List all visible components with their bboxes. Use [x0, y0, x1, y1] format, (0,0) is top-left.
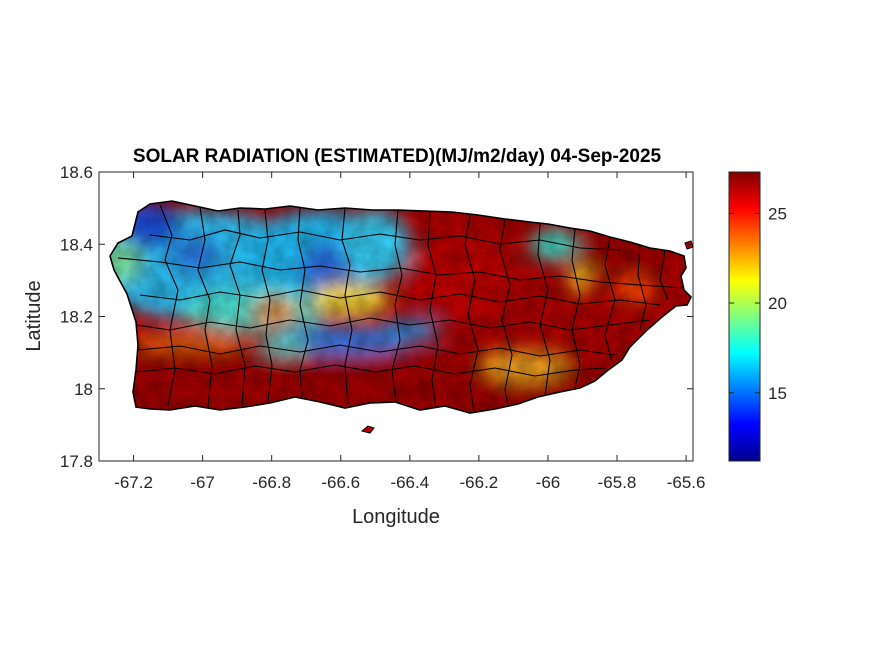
colorbar-ticks: 15 20 25 [729, 204, 787, 403]
colorbar-tick-label: 15 [768, 384, 787, 403]
y-axis: 17.8 18 18.2 18.4 18.6 [60, 163, 693, 471]
colorbar: 15 20 25 [728, 171, 787, 462]
x-axis-label: Longitude [352, 506, 440, 528]
x-tick-label: -65.8 [598, 473, 637, 492]
chart-title: SOLAR RADIATION (ESTIMATED)(MJ/m2/day) 0… [133, 146, 662, 167]
x-tick-label: -66.2 [460, 473, 499, 492]
x-tick-label: -65.6 [667, 473, 706, 492]
y-axis-label: Latitude [23, 280, 45, 351]
x-tick-label: -66.4 [390, 473, 429, 492]
x-tick-label: -66 [536, 473, 561, 492]
colorbar-tick-label: 25 [768, 204, 787, 223]
y-tick-label: 18 [74, 380, 93, 399]
x-tick-label: -66.6 [321, 473, 360, 492]
y-tick-label: 18.4 [60, 235, 93, 254]
x-axis: -67.2 -67 -66.8 -66.6 -66.4 -66.2 -66 -65.8 -65.… [114, 172, 705, 492]
x-tick-label: -66.8 [252, 473, 291, 492]
y-tick-label: 18.6 [60, 163, 93, 182]
colorbar-tick-label: 20 [768, 294, 787, 313]
islet-caja-de-muertos [360, 425, 375, 434]
islet-east [684, 240, 694, 250]
y-tick-label: 17.8 [60, 452, 93, 471]
municipality-borders [117, 204, 685, 413]
colorbar-gradient [728, 171, 761, 462]
x-tick-label: -67.2 [114, 473, 153, 492]
y-tick-label: 18.2 [60, 308, 93, 327]
x-tick-label: -67 [190, 473, 215, 492]
